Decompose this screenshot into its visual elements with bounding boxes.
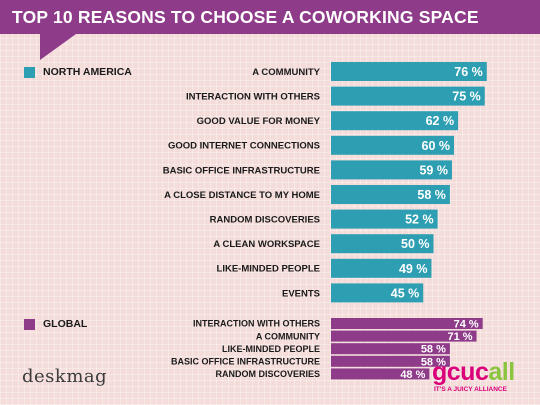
north-america-bar — [331, 160, 452, 180]
north-america-value-label: 45 % — [391, 286, 420, 300]
deskmag-logo: deskmag — [22, 366, 108, 387]
north-america-value-label: 50 % — [401, 237, 430, 251]
gcuc-logo-all: all — [488, 358, 515, 386]
gcuc-tagline: IT'S A JUICY ALLIANCE — [434, 386, 507, 393]
north-america-value-label: 49 % — [399, 262, 428, 276]
north-america-value-label: 60 % — [422, 139, 451, 153]
north-america-category-label: GOOD INTERNET CONNECTIONS — [168, 141, 320, 152]
legend-north-america: NORTH AMERICA — [24, 66, 132, 78]
north-america-bar — [331, 185, 450, 204]
north-america-value-label: 52 % — [405, 213, 434, 227]
global-category-label: A COMMUNITY — [256, 331, 320, 341]
title-bar — [0, 0, 540, 34]
north-america-value-label: 59 % — [419, 163, 448, 177]
north-america-bar — [331, 283, 424, 303]
global-bar — [331, 355, 450, 367]
legend-label-north-america: NORTH AMERICA — [43, 66, 132, 78]
gcuc-logo-main: gcuc — [432, 358, 489, 386]
global-category-label: RANDOM DISCOVERIES — [215, 369, 320, 379]
north-america-category-label: RANDOM DISCOVERIES — [210, 215, 320, 226]
global-bar — [331, 330, 477, 342]
gcuc-logo: gcucall — [432, 358, 515, 387]
north-america-value-label: 62 % — [426, 114, 455, 128]
north-america-category-label: LIKE-MINDED PEOPLE — [217, 264, 320, 275]
legend-label-global: GLOBAL — [43, 318, 88, 330]
north-america-category-label: INTERACTION WITH OTHERS — [186, 92, 320, 103]
north-america-bar — [331, 86, 485, 106]
chart-title: TOP 10 REASONS TO CHOOSE A COWORKING SPA… — [12, 7, 479, 27]
north-america-category-label: BASIC OFFICE INFRASTRUCTURE — [163, 165, 320, 176]
legend-swatch-north-america — [24, 66, 35, 78]
north-america-value-label: 58 % — [417, 188, 446, 202]
title-bar-tail — [40, 34, 76, 60]
north-america-value-label: 76 % — [454, 65, 483, 79]
north-america-category-label: EVENTS — [282, 288, 320, 299]
north-america-category-label: GOOD VALUE FOR MONEY — [197, 116, 321, 127]
global-category-label: LIKE-MINDED PEOPLE — [222, 344, 320, 354]
north-america-category-label: A CLOSE DISTANCE TO MY HOME — [164, 190, 320, 201]
legend-swatch-global — [24, 318, 35, 330]
north-america-bar — [331, 62, 487, 81]
global-value-label: 58 % — [421, 356, 446, 368]
global-value-label: 58 % — [421, 344, 446, 356]
global-bar — [331, 368, 430, 380]
north-america-bar — [331, 135, 454, 155]
north-america-category-label: A COMMUNITY — [252, 67, 320, 78]
north-america-bar — [331, 258, 432, 278]
global-value-label: 74 % — [454, 318, 479, 330]
north-america-bar — [331, 234, 434, 254]
global-bar — [331, 343, 450, 355]
global-value-label: 48 % — [400, 369, 425, 381]
legend-global: GLOBAL — [24, 318, 87, 330]
global-value-label: 71 % — [447, 331, 472, 343]
global-bar — [331, 318, 483, 329]
north-america-bar — [331, 209, 438, 229]
north-america-category-label: A CLEAN WORKSPACE — [213, 239, 320, 250]
north-america-bar — [331, 111, 459, 131]
global-category-label: BASIC OFFICE INFRASTRUCTURE — [171, 357, 320, 367]
north-america-value-label: 75 % — [452, 90, 481, 104]
global-category-label: INTERACTION WITH OTHERS — [193, 319, 320, 329]
